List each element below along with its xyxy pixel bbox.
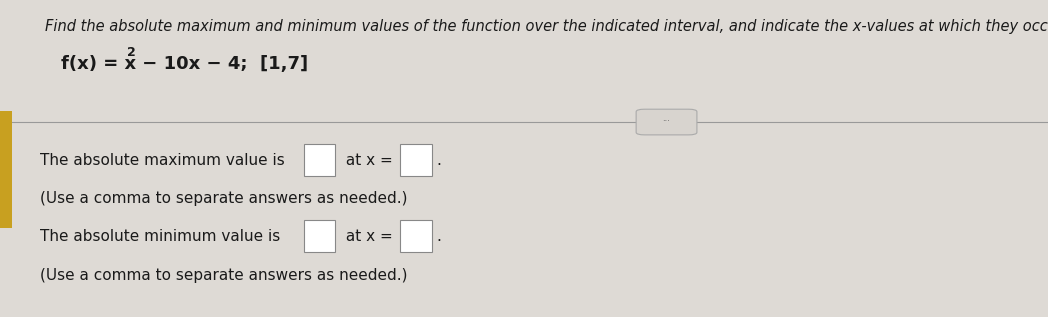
Text: The absolute minimum value is: The absolute minimum value is: [40, 229, 280, 244]
Bar: [304, 220, 335, 252]
Text: f(x) = x: f(x) = x: [61, 55, 136, 73]
Bar: [0, 111, 12, 228]
Text: at x =: at x =: [341, 152, 392, 168]
Text: ···: ···: [662, 118, 671, 126]
Bar: [400, 220, 432, 252]
Text: (Use a comma to separate answers as needed.): (Use a comma to separate answers as need…: [40, 191, 408, 206]
Text: 2: 2: [127, 46, 135, 59]
Text: (Use a comma to separate answers as needed.): (Use a comma to separate answers as need…: [40, 268, 408, 283]
Text: .: .: [436, 152, 441, 168]
FancyBboxPatch shape: [636, 109, 697, 135]
Text: − 10x − 4;  [1,7]: − 10x − 4; [1,7]: [136, 55, 308, 73]
Text: at x =: at x =: [341, 229, 392, 244]
Text: Find the absolute maximum and minimum values of the function over the indicated : Find the absolute maximum and minimum va…: [45, 19, 1048, 34]
Text: .: .: [436, 229, 441, 244]
Text: The absolute maximum value is: The absolute maximum value is: [40, 152, 285, 168]
Bar: [400, 144, 432, 176]
Bar: [304, 144, 335, 176]
